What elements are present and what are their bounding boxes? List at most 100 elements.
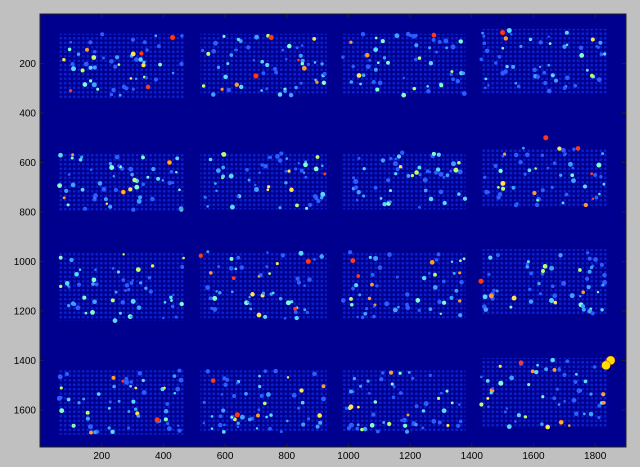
speckle (250, 292, 255, 297)
speckle (210, 378, 216, 383)
speckle (67, 173, 71, 176)
speckle (109, 165, 115, 170)
speckle (284, 180, 288, 185)
speckle (373, 185, 378, 190)
speckle (581, 290, 585, 294)
speckle (386, 178, 391, 183)
speckle (226, 62, 230, 66)
speckle (573, 379, 578, 384)
speckle (217, 422, 223, 428)
speckle (553, 300, 558, 305)
speckle (210, 427, 214, 430)
speckle (205, 369, 211, 374)
speckle (69, 40, 73, 44)
speckle (78, 268, 82, 271)
speckle (150, 196, 155, 202)
speckle (484, 86, 487, 90)
speckle (231, 276, 236, 280)
speckle (435, 50, 438, 54)
speckle (303, 284, 307, 287)
speckle (588, 411, 594, 417)
speckle (265, 62, 270, 68)
speckle (534, 202, 540, 208)
speckle (586, 284, 591, 290)
hotspot-medium (120, 189, 126, 195)
y-tick-label: 200 (19, 59, 36, 70)
speckle (141, 63, 146, 68)
speckle (153, 77, 159, 82)
speckle (487, 84, 490, 87)
speckle (82, 397, 86, 401)
speckle (437, 420, 442, 425)
speckle (71, 423, 76, 428)
speckle (596, 77, 602, 83)
speckle (583, 379, 588, 384)
speckle (131, 279, 134, 282)
speckle (402, 417, 407, 423)
speckle (483, 307, 489, 312)
speckle (267, 185, 271, 189)
speckle (70, 61, 75, 67)
speckle (414, 423, 418, 427)
speckle (400, 418, 403, 422)
speckle (487, 405, 490, 409)
speckle (497, 54, 502, 59)
speckle (216, 168, 221, 173)
speckle (597, 403, 602, 408)
speckle (257, 408, 261, 412)
speckle (179, 61, 184, 67)
speckle (308, 202, 313, 207)
speckle (220, 87, 224, 91)
speckle (394, 172, 398, 176)
y-axis: 200 400 600 800 1000 1200 1400 1600 (14, 59, 626, 416)
speckle (112, 384, 116, 389)
speckle (372, 314, 376, 319)
speckle (211, 49, 216, 54)
speckle (172, 374, 177, 378)
speckle (571, 178, 576, 184)
speckle (454, 288, 459, 293)
speckle (144, 76, 148, 80)
speckle (408, 33, 413, 38)
speckle (569, 293, 575, 299)
speckle (239, 414, 245, 420)
speckle (156, 44, 161, 49)
speckle (389, 370, 394, 375)
speckle (127, 426, 131, 430)
speckle (208, 157, 213, 162)
speckle (441, 408, 447, 414)
speckle (392, 161, 398, 167)
speckle (375, 87, 380, 92)
speckle (210, 415, 214, 418)
speckle (558, 253, 563, 258)
hotspot-high (169, 34, 176, 41)
speckle (108, 400, 112, 404)
speckle (441, 279, 446, 284)
speckle (355, 426, 360, 431)
speckle (71, 153, 75, 157)
speckle (206, 51, 211, 56)
speckle (564, 30, 569, 35)
speckle (295, 276, 300, 281)
speckle (414, 57, 418, 62)
speckle (258, 384, 262, 389)
speckle (148, 289, 153, 294)
speckle (284, 169, 288, 173)
speckle (428, 373, 432, 378)
speckle (167, 180, 172, 186)
speckle (481, 31, 484, 35)
speckle (514, 81, 518, 85)
speckle (78, 158, 83, 162)
speckle (88, 65, 93, 70)
speckle (562, 86, 567, 90)
speckle (403, 423, 408, 428)
speckle (80, 187, 85, 192)
speckle (67, 47, 72, 52)
speckle (406, 173, 411, 178)
speckle (279, 151, 284, 156)
speckle (497, 192, 503, 197)
speckle (166, 426, 172, 432)
speckle (417, 56, 422, 60)
speckle (129, 77, 133, 80)
speckle (177, 428, 182, 433)
